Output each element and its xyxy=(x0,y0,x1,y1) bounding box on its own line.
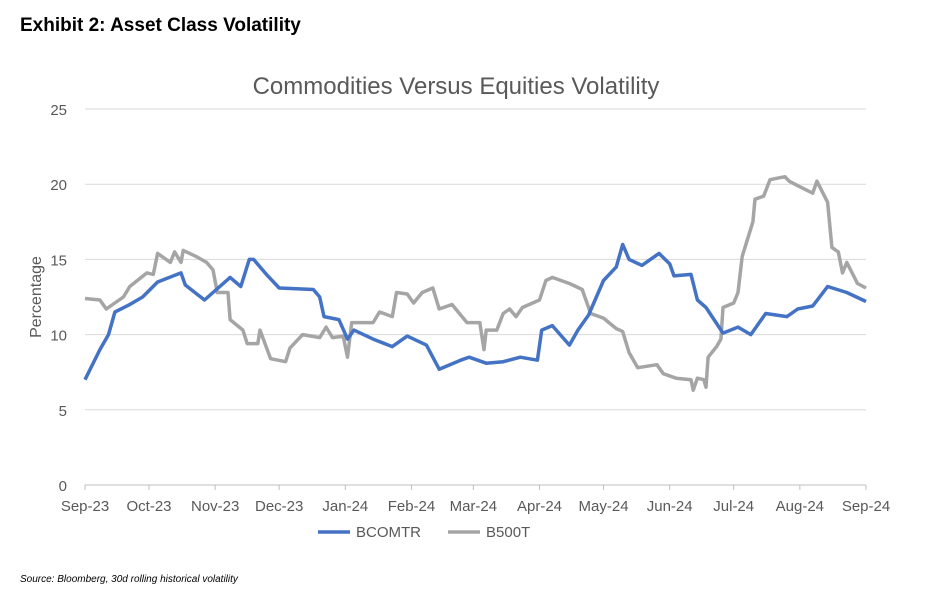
y-axis-label: Percentage xyxy=(28,256,45,338)
x-tick-Aug-24: Aug-24 xyxy=(776,498,824,515)
x-tick-Sep-24: Sep-24 xyxy=(842,498,890,515)
series-line-bcomtr xyxy=(83,242,867,381)
source-note: Source: Bloomberg, 30d rolling historica… xyxy=(20,574,239,585)
chart-title: Commodities Versus Equities Volatility xyxy=(253,73,660,100)
gridlines xyxy=(85,108,866,486)
x-tick-Feb-24: Feb-24 xyxy=(388,498,436,515)
x-tick-May-24: May-24 xyxy=(579,498,629,515)
x-tick-Oct-23: Oct-23 xyxy=(127,498,172,515)
legend: BCOMTR B500T xyxy=(318,524,530,541)
y-tick-0: 0 xyxy=(59,478,67,495)
x-tick-Jul-24: Jul-24 xyxy=(713,498,754,515)
legend-label-bcomtr: BCOMTR xyxy=(356,524,421,541)
y-tick-5: 5 xyxy=(59,403,67,420)
y-tick-15: 15 xyxy=(50,252,67,269)
y-tick-20: 20 xyxy=(50,177,67,194)
exhibit-header: Exhibit 2: Asset Class Volatility xyxy=(20,15,301,36)
x-tick-Mar-24: Mar-24 xyxy=(450,498,498,515)
x-tick-Dec-23: Dec-23 xyxy=(255,498,303,515)
series-lines xyxy=(83,174,867,392)
y-tick-10: 10 xyxy=(50,328,67,345)
y-tick-labels: 0 5 10 15 20 25 xyxy=(50,102,67,495)
x-tick-Nov-23: Nov-23 xyxy=(191,498,239,515)
x-tick-Apr-24: Apr-24 xyxy=(517,498,562,515)
y-tick-25: 25 xyxy=(50,102,67,119)
legend-label-b500t: B500T xyxy=(486,524,530,541)
x-tick-Sep-23: Sep-23 xyxy=(61,498,109,515)
x-tick-labels: Sep-23 Oct-23 Nov-23 Dec-23 Jan-24 Feb-24 Mar-… xyxy=(61,485,890,515)
series-line-b500t xyxy=(84,174,867,392)
x-tick-Jun-24: Jun-24 xyxy=(647,498,693,515)
x-tick-Jan-24: Jan-24 xyxy=(322,498,368,515)
